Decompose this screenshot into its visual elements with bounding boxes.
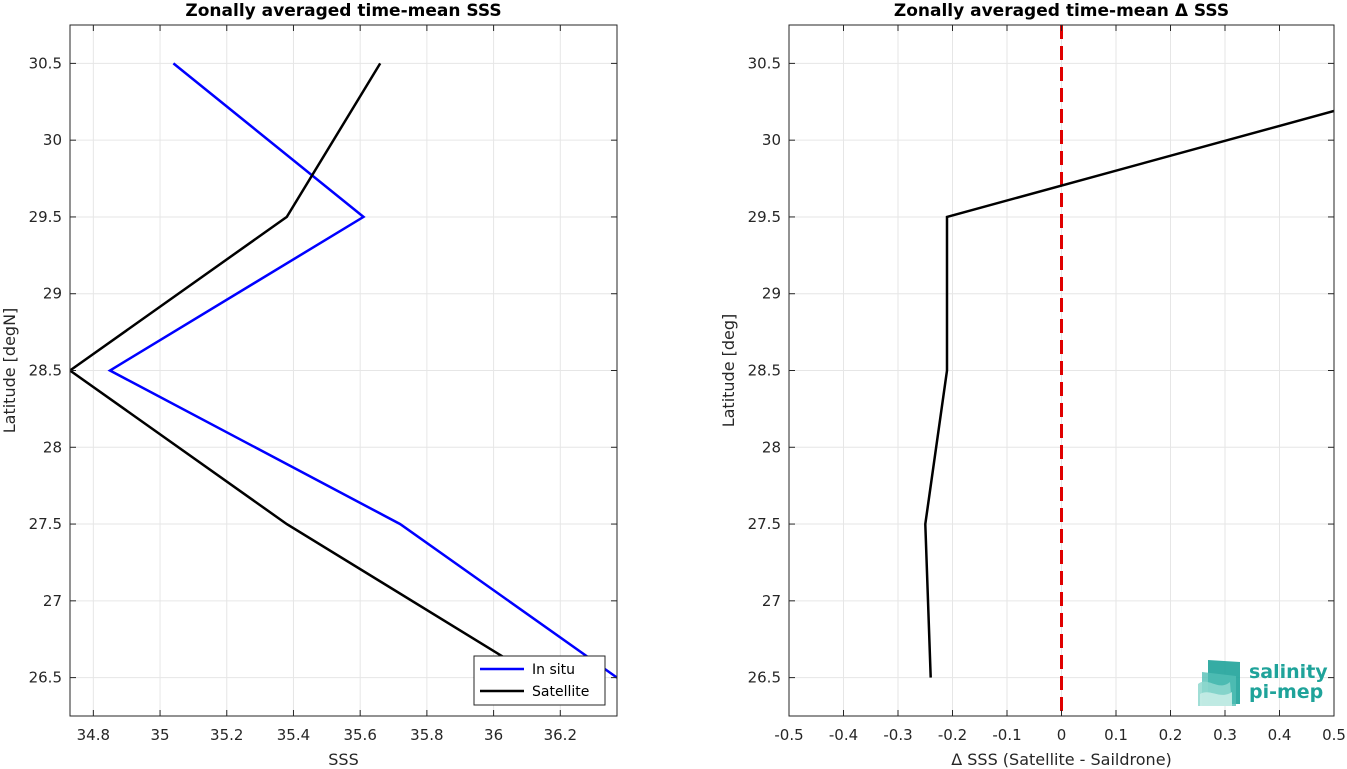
y-tick-label: 27 [762,592,781,610]
x-axis-label: SSS [328,750,358,769]
legend-label: In situ [532,662,575,678]
y-tick-label: 30.5 [748,54,781,72]
y-tick-label: 28 [762,438,781,456]
x-tick-label: 0.5 [1322,726,1346,744]
series-line-satellite [70,62,538,679]
y-axis-label: Latitude [degN] [0,308,19,434]
delta-sss-line [924,109,1334,678]
y-tick-label: 30 [43,131,62,149]
legend: In situ Satellite [473,655,606,706]
legend-box [473,655,606,706]
y-tick-label: 27.5 [748,515,781,533]
x-tick-label: 0.4 [1268,726,1292,744]
legend-label: Satellite [532,684,589,700]
x-tick-label: -0.4 [829,726,858,744]
x-tick-label: 35.4 [277,726,310,744]
x-tick-label: -0.1 [992,726,1021,744]
sss-panel: 34.8 35 35.2 35.4 35.6 35.8 36 36.2 26.5 27 27.5 28… [0,1,618,769]
y-tick-label: 26.5 [748,669,781,687]
y-tick-label: 29 [43,285,62,303]
x-tick-label: -0.2 [938,726,967,744]
y-tick-label: 28 [43,438,62,456]
x-tick-label: -0.3 [883,726,912,744]
delta-sss-panel: -0.5 -0.4 -0.3 -0.2 -0.1 0 0.1 0.2 0.3 0.4 0.5 26.5… [719,1,1346,769]
x-tick-label: 0.1 [1104,726,1128,744]
x-tick-label: 35 [151,726,170,744]
x-tick-label: 36 [484,726,503,744]
chart-title: Zonally averaged time-mean Δ SSS [894,1,1229,21]
y-tick-label: 28.5 [29,362,62,380]
y-axis-label: Latitude [deg] [719,314,738,428]
x-tick-label: 35.6 [343,726,376,744]
x-tick-label: 0 [1057,726,1067,744]
y-tick-label: 29 [762,285,781,303]
logo-text-pi-mep: pi-mep [1249,681,1323,703]
y-tick-label: 26.5 [29,669,62,687]
y-tick-label: 29.5 [29,208,62,226]
x-tick-label: 35.2 [210,726,243,744]
x-tick-label: 0.3 [1213,726,1237,744]
x-tick-label: 35.8 [410,726,443,744]
y-tick-label: 27.5 [29,515,62,533]
x-tick-label: 36.2 [544,726,577,744]
logo-emblem-icon [1198,660,1240,706]
y-tick-label: 28.5 [748,362,781,380]
y-tick-label: 30.5 [29,54,62,72]
y-tick-label: 29.5 [748,208,781,226]
x-tick-label: -0.5 [774,726,803,744]
chart-title: Zonally averaged time-mean SSS [185,1,501,21]
salinity-pi-mep-logo: salinity pi-mep [1198,660,1328,706]
y-tick-label: 27 [43,592,62,610]
logo-text-salinity: salinity [1249,661,1328,683]
series-line-in-situ [107,62,617,679]
x-tick-label: 34.8 [77,726,110,744]
x-tick-label: 0.2 [1159,726,1183,744]
y-tick-label: 30 [762,131,781,149]
x-axis-label: Δ SSS (Satellite - Saildrone) [951,750,1172,769]
